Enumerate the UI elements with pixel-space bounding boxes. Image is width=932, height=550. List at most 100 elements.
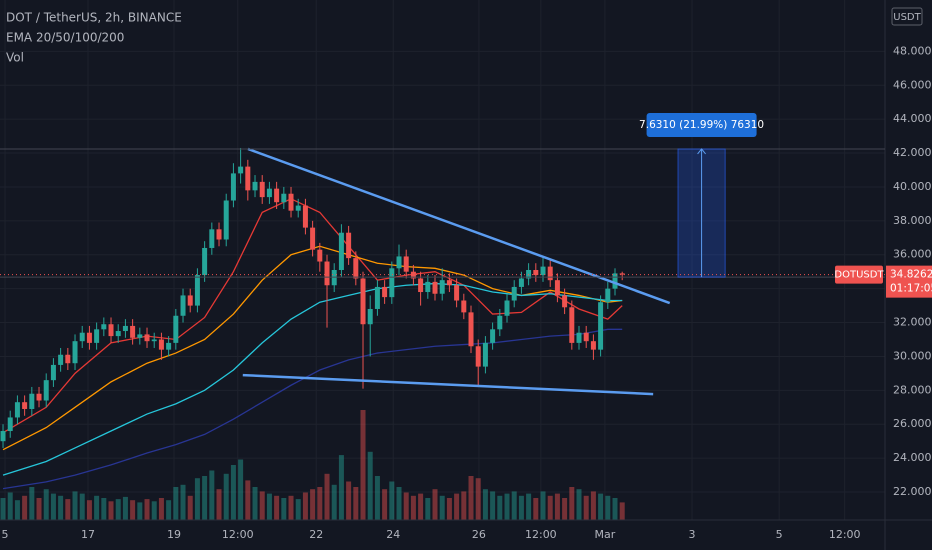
candle-body <box>14 402 20 418</box>
volume-bar <box>259 491 265 520</box>
candle-body <box>115 331 121 337</box>
symbol-tag <box>835 265 883 284</box>
volume-bar <box>14 500 20 520</box>
candle-body <box>482 342 488 367</box>
volume-bar <box>194 478 200 520</box>
measure-arrow-head <box>697 148 706 155</box>
candle-body <box>180 295 186 316</box>
volume-bar <box>166 500 172 520</box>
ema-line <box>2 245 623 451</box>
candle-body <box>554 280 560 296</box>
candle-body <box>547 266 553 281</box>
candle-body <box>29 393 35 409</box>
volume-bar <box>29 487 35 520</box>
candle-body <box>252 181 258 191</box>
volume-bar <box>562 498 568 520</box>
volume-bar <box>346 481 352 520</box>
candle-body <box>576 332 582 343</box>
countdown-label: 01:17:05 <box>890 283 932 295</box>
candle-body <box>360 278 366 325</box>
volume-bar <box>0 498 6 520</box>
x-tick-label: 26 <box>472 528 486 541</box>
volume-bar <box>79 493 85 520</box>
candle-body <box>281 193 287 203</box>
candle-body <box>266 188 272 198</box>
y-tick-label: 28.0000 <box>893 383 932 396</box>
candle-body <box>202 247 208 276</box>
y-tick-label: 26.0000 <box>893 417 932 430</box>
candle-body <box>569 307 575 343</box>
candle-body <box>310 227 316 250</box>
candle-body <box>216 229 222 240</box>
candle-body <box>511 286 517 301</box>
volume-bar <box>252 487 258 520</box>
currency[interactable]: USDT <box>893 12 921 23</box>
candle-body <box>130 325 136 338</box>
volume-bar <box>288 495 294 520</box>
trendline <box>242 373 654 396</box>
volume-bar <box>432 489 438 520</box>
candle-body <box>353 258 359 279</box>
candle-body <box>468 312 474 347</box>
volume-bar <box>576 489 582 520</box>
candle-body <box>338 232 344 270</box>
volume-bar <box>36 498 42 520</box>
volume-bar <box>173 487 179 520</box>
candle-body <box>65 354 71 364</box>
volume-bar <box>461 491 467 520</box>
measure-label: 7.6310 (21.99%) 76310 <box>639 119 764 131</box>
volume-bar <box>101 498 107 520</box>
candle-body <box>396 256 402 269</box>
x-tick-label: 17 <box>81 528 95 541</box>
x-tick-label: 19 <box>167 528 181 541</box>
ema-line <box>2 328 623 490</box>
volume-bar <box>619 502 625 520</box>
candle-body <box>590 341 596 350</box>
volume-bar <box>245 480 251 520</box>
candle-body <box>137 334 143 338</box>
candle-body <box>374 286 380 309</box>
volume-legend: Vol <box>6 51 24 65</box>
currency-box[interactable] <box>891 7 923 26</box>
volume-bar <box>22 495 28 520</box>
volume-bar <box>569 487 575 520</box>
volume-bar <box>180 484 186 520</box>
y-tick-label: 44.0000 <box>893 112 932 125</box>
volume-bar <box>446 498 452 520</box>
volume-bar <box>202 476 208 520</box>
candle-body <box>43 380 49 401</box>
volume-bar <box>50 493 56 520</box>
x-tick-label: 5 <box>776 528 783 541</box>
candle-body <box>331 270 337 286</box>
candle-body <box>518 278 524 287</box>
candle-body <box>108 324 114 337</box>
last-price-label: 34.8262 <box>890 269 932 281</box>
candle-body <box>238 166 244 174</box>
volume-bar <box>310 489 316 520</box>
candle-body <box>504 300 510 316</box>
candle-body <box>209 229 215 248</box>
candle-body <box>101 324 107 330</box>
volume-bar <box>331 484 337 520</box>
candle-body <box>425 281 431 293</box>
candle-body <box>410 271 416 279</box>
volume-bar <box>410 495 416 520</box>
candle-body <box>259 181 265 198</box>
ema-line <box>2 198 623 434</box>
volume-bar <box>425 498 431 520</box>
candle-body <box>223 200 229 240</box>
ema-line <box>2 282 623 476</box>
candle-body <box>50 364 56 381</box>
volume-bar <box>439 495 445 520</box>
candle-body <box>230 173 236 201</box>
volume-bar <box>482 489 488 520</box>
volume-bar <box>511 491 517 520</box>
candle-body <box>439 280 445 294</box>
volume-bar <box>353 487 359 520</box>
x-tick-label: 3 <box>689 528 696 541</box>
volume-bar <box>72 491 78 520</box>
x-tick-label: 22 <box>309 528 323 541</box>
y-tick-label: 46.0000 <box>893 78 932 91</box>
candle-body <box>612 273 618 289</box>
candle-body <box>367 308 373 325</box>
